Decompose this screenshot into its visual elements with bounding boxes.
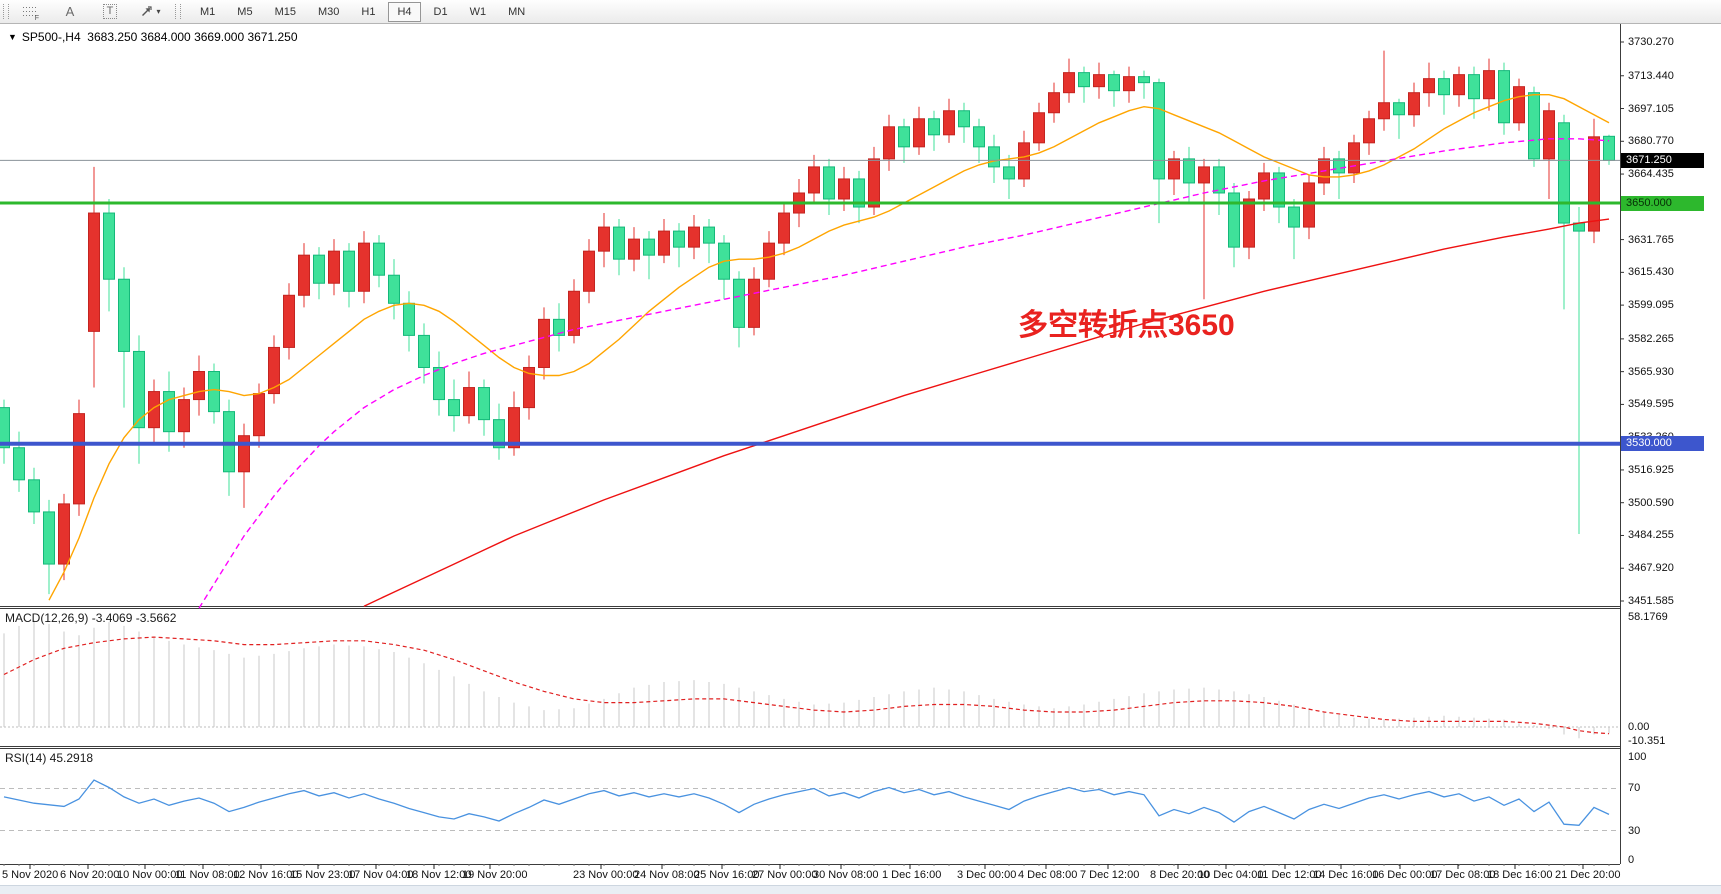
rsi-axis-label: 100 [1628, 751, 1647, 763]
price-marker-3530.000: 3530.000 [1621, 436, 1704, 452]
price-tick-label: 3451.585 [1628, 595, 1674, 607]
time-tick-label: 24 Nov 08:00 [634, 869, 700, 881]
macd-axis-label: -10.351 [1628, 735, 1666, 747]
time-tick-label: 16 Dec 00:00 [1372, 869, 1438, 881]
timeframe-button-group: M1 M5 M15 M30 H1 H4 D1 W1 MN [189, 1, 536, 22]
chart-text-annotation[interactable]: 多空转折点3650 [1018, 309, 1235, 342]
price-tick-label: 3730.270 [1628, 36, 1674, 48]
price-tick-label: 3680.770 [1628, 135, 1674, 148]
text-box-icon: T [102, 4, 118, 19]
ma-line [48, 94, 1610, 601]
symbol-period-label: SP500-,H4 [21, 30, 81, 44]
timeframe-button-m15[interactable]: M15 [274, 5, 296, 18]
time-tick-label: 18 Nov 12:00 [406, 869, 472, 881]
text-box-tool-button[interactable]: T [97, 1, 123, 22]
rsi-axis-label: 70 [1628, 782, 1641, 794]
time-tick-label: 21 Dec 20:00 [1555, 869, 1621, 881]
arrows-icon [139, 5, 154, 18]
time-tick-label: 6 Nov 20:00 [60, 869, 120, 881]
arrows-tool-button[interactable]: ▾ [137, 1, 163, 22]
timeframe-button-m30[interactable]: M30 [317, 5, 340, 18]
time-tick-label: 11 Nov 08:00 [175, 869, 240, 881]
time-tick-label: 15 Nov 23:00 [290, 869, 356, 881]
ohlc-values: 3683.250 3684.000 3669.000 3671.250 [87, 30, 298, 44]
text-label-icon: A [65, 4, 75, 19]
toolbar-drag-handle[interactable] [3, 4, 9, 19]
fibonacci-tool-button[interactable]: F [17, 1, 43, 22]
timeframe-button-w1[interactable]: W1 [469, 5, 487, 18]
price-tick-label: 3582.265 [1628, 332, 1674, 345]
price-tick-label: 3484.255 [1628, 529, 1674, 542]
timeframe-button-d1[interactable]: D1 [433, 5, 448, 18]
time-tick-label: 10 Nov 00:00 [117, 869, 183, 881]
price-tick-label: 3467.920 [1628, 562, 1674, 575]
rsi-axis-label: 30 [1628, 825, 1641, 837]
symbol-collapse-marker-icon[interactable]: ▼ [8, 32, 17, 42]
rsi-line [3, 779, 1610, 826]
time-tick-label: 3 Dec 00:00 [957, 869, 1017, 881]
time-tick-label: 7 Dec 12:00 [1080, 869, 1140, 881]
macd-indicator-label: MACD(12,26,9) -3.4069 -3.5662 [5, 611, 177, 625]
price-tick-label: 3516.925 [1628, 463, 1674, 476]
macd-signal-line [3, 636, 1610, 735]
time-tick-label: 25 Nov 16:00 [694, 869, 760, 881]
time-tick-label: 11 Dec 12:00 [1257, 869, 1322, 881]
time-tick-label: 18 Dec 16:00 [1487, 869, 1553, 881]
time-tick-label: 14 Dec 16:00 [1313, 869, 1379, 881]
candlesticks [0, 50, 1615, 595]
toolbar: F A T ▾ M1 M5 M15 M30 H1 H4 D1 W1 MN [0, 0, 1721, 24]
timeframe-button-h4[interactable]: H4 [388, 1, 421, 22]
chevron-down-icon[interactable]: ▾ [156, 7, 161, 16]
text-label-tool-button[interactable]: A [57, 1, 83, 22]
price-marker-3650.000: 3650.000 [1621, 195, 1704, 211]
time-tick-label: 17 Dec 08:00 [1430, 869, 1496, 881]
price-tick-label: 3615.430 [1628, 266, 1674, 279]
time-tick-label: 19 Nov 20:00 [462, 869, 528, 881]
timeframe-button-m1[interactable]: M1 [200, 5, 216, 18]
price-tick-label: 3631.765 [1628, 233, 1674, 246]
macd-axis-label: 58.1769 [1628, 611, 1668, 623]
timeframe-button-h1[interactable]: H1 [361, 5, 376, 18]
price-marker-3671.250: 3671.250 [1621, 152, 1704, 168]
rsi-axis-label: 0 [1628, 854, 1635, 866]
price-tick-label: 3697.105 [1628, 102, 1674, 115]
status-strip [0, 885, 1721, 894]
timeframe-button-mn[interactable]: MN [508, 5, 526, 18]
toolbar-separator [175, 4, 181, 19]
time-tick-label: 5 Nov 2020 [2, 869, 59, 881]
time-tick-label: 17 Nov 04:00 [348, 869, 414, 881]
ma-line [363, 218, 1610, 607]
time-tick-label: 12 Nov 16:00 [233, 869, 299, 881]
time-tick-label: 1 Dec 16:00 [882, 869, 942, 881]
time-tick-label: 4 Dec 08:00 [1018, 869, 1078, 881]
ma-line [198, 138, 1610, 609]
time-tick-label: 30 Nov 08:00 [813, 869, 879, 881]
time-tick-label: 10 Dec 04:00 [1198, 869, 1264, 881]
price-tick-label: 3549.595 [1628, 398, 1674, 411]
price-tick-label: 3565.930 [1628, 365, 1674, 378]
price-tick-label: 3500.590 [1628, 496, 1674, 509]
rsi-indicator-label: RSI(14) 45.2918 [5, 751, 94, 765]
macd-axis-label: 0.00 [1628, 721, 1650, 733]
timeframe-button-m5[interactable]: M5 [237, 5, 253, 18]
fibonacci-icon: F [23, 6, 39, 22]
chart-header: ▼ SP500-,H4 3683.250 3684.000 3669.000 36… [8, 30, 298, 44]
time-tick-label: 27 Nov 00:00 [752, 869, 818, 881]
time-tick-label: 23 Nov 00:00 [573, 869, 639, 881]
price-tick-label: 3664.435 [1628, 168, 1674, 181]
price-tick-label: 3599.095 [1628, 299, 1674, 312]
time-tick-label: 8 Dec 20:00 [1150, 869, 1210, 881]
price-tick-label: 3713.440 [1628, 69, 1674, 82]
macd-histogram [3, 620, 1610, 739]
